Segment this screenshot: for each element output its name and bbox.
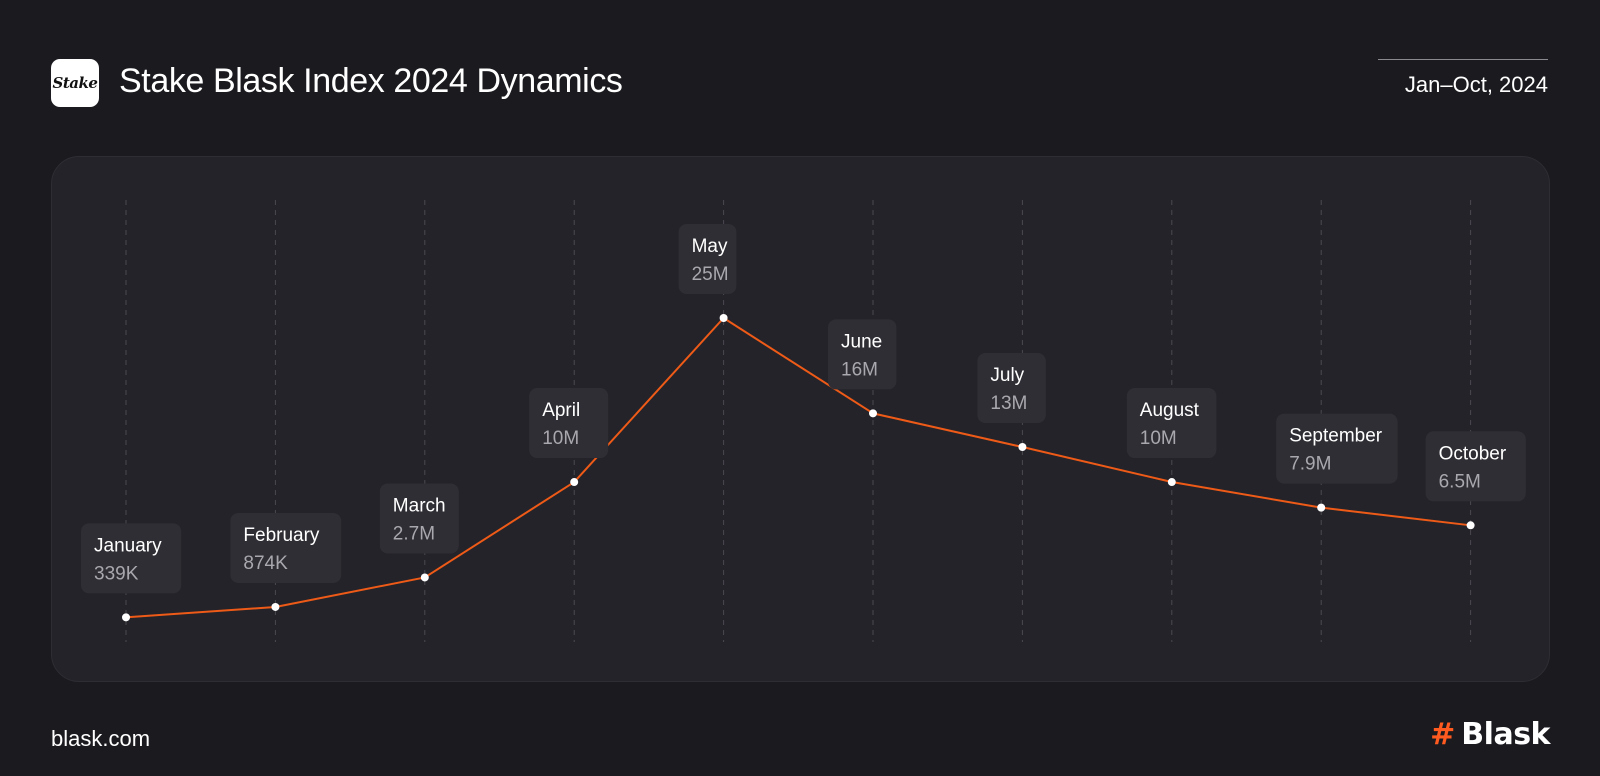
data-point-may — [719, 314, 728, 322]
tick-label-august: August — [1140, 400, 1200, 421]
data-label-april: 10M — [542, 428, 579, 449]
tick-label-july: July — [990, 365, 1024, 386]
data-label-june: 16M — [841, 359, 878, 380]
data-label-box-march — [379, 483, 459, 554]
data-label-box-september — [1276, 413, 1398, 484]
data-label-july: 13M — [990, 393, 1027, 414]
data-label-box-february — [230, 512, 342, 583]
data-point-july — [1018, 443, 1027, 452]
tick-label-january: January — [94, 535, 162, 556]
data-label-box-april — [529, 388, 609, 459]
data-label-may: 25M — [692, 264, 729, 285]
date-divider — [1378, 59, 1548, 60]
site-url[interactable]: blask.com — [51, 726, 151, 751]
tick-label-april: April — [542, 400, 580, 421]
data-point-february — [271, 602, 280, 611]
data-label-box-june — [828, 319, 897, 390]
data-label-august: 10M — [1140, 428, 1177, 449]
page-title: Stake Blask Index 2024 Dynamics — [119, 62, 623, 100]
data-label-march: 2.7M — [393, 523, 435, 544]
data-label-box-may — [678, 224, 737, 294]
data-point-october — [1466, 521, 1475, 530]
data-label-september: 7.9M — [1289, 454, 1331, 475]
data-point-september — [1317, 503, 1326, 512]
data-point-march — [420, 573, 429, 582]
data-point-august — [1167, 478, 1176, 487]
tick-label-march: March — [393, 495, 446, 516]
stake-logo: Stake — [51, 59, 99, 107]
tick-label-october: October — [1439, 443, 1507, 464]
tick-label-february: February — [243, 525, 320, 546]
tick-label-june: June — [841, 331, 882, 352]
date-range: Jan–Oct, 2024 — [1404, 72, 1548, 97]
data-label-february: 874K — [243, 553, 288, 574]
data-point-january — [122, 613, 130, 622]
hash-icon: # — [1430, 717, 1456, 752]
stake-logo-text: Stake — [52, 74, 98, 92]
series-line — [125, 317, 1471, 619]
tick-label-may: May — [692, 236, 728, 257]
data-point-april — [570, 478, 579, 487]
data-label-box-october — [1425, 431, 1526, 502]
tick-label-september: September — [1289, 426, 1383, 447]
brand-name: Blask — [1461, 717, 1550, 752]
data-label-october: 6.5M — [1439, 471, 1481, 492]
data-label-box-january — [81, 523, 182, 594]
data-label-box-july — [977, 353, 1046, 424]
data-point-june — [869, 409, 877, 418]
data-label-box-august — [1126, 388, 1217, 459]
blask-logo: # Blask — [1430, 720, 1550, 750]
data-label-january: 339K — [94, 563, 139, 584]
